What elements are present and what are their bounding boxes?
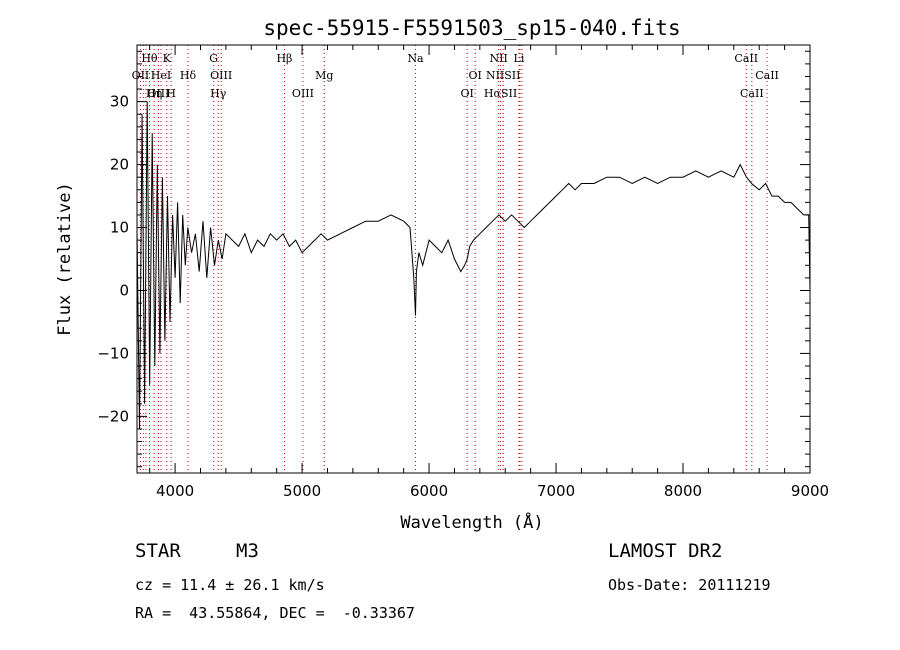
spectral-line-label: Hβ: [276, 52, 292, 65]
x-tick-label: 4000: [156, 482, 194, 500]
y-tick-label: −20: [97, 407, 129, 425]
spectral-line-label: Hγ: [210, 87, 227, 100]
x-axis-label: Wavelength (Å): [400, 511, 543, 533]
x-tick-label: 6000: [410, 482, 448, 500]
spectral-line-label: Hθ: [141, 52, 158, 65]
spectral-line-label: OI: [468, 69, 481, 82]
x-tick-label: 5000: [283, 482, 321, 500]
spectral-line-label: HeI: [151, 69, 171, 82]
spectral-line-label: Na: [407, 52, 424, 65]
object-class: STAR: [135, 540, 181, 562]
x-tick-label: 9000: [791, 482, 829, 500]
spectral-line-label: H: [166, 87, 176, 100]
spectrum-chart: spec-55915-F5591503_sp15-040.fits Hθ K G Hβ…: [55, 16, 829, 533]
obs-date-text: Obs-Date: 20111219: [608, 576, 771, 594]
spectral-line-label: Hη: [146, 87, 162, 100]
y-axis-ticks: −20 −10 0 10 20 30: [97, 50, 810, 468]
x-tick-label: 7000: [537, 482, 575, 500]
spectral-line-label: OIII: [292, 87, 314, 100]
spectrum-line: [136, 101, 811, 429]
y-tick-label: −10: [97, 344, 129, 362]
spectral-line-label: Li: [514, 52, 525, 65]
spectral-line-label: CaII: [755, 69, 779, 82]
y-axis-label: Flux (relative): [55, 182, 75, 336]
spectral-line-label: G: [209, 52, 218, 65]
spectral-line-label: Hδ: [180, 69, 197, 82]
spectral-line-label: OIII: [147, 87, 169, 100]
y-tick-label: 0: [119, 281, 129, 299]
redshift-text: cz = 11.4 ± 26.1 km/s: [135, 576, 325, 594]
spectral-line-label: OI: [460, 87, 473, 100]
object-subclass: M3: [236, 540, 259, 562]
spectral-line-label: OII: [132, 69, 150, 82]
spectral-line-label: K: [163, 52, 172, 65]
spectral-line-markers: [139, 45, 768, 473]
survey-name: LAMOST DR2: [608, 540, 723, 562]
x-tick-label: 8000: [664, 482, 702, 500]
plot-frame: [136, 44, 811, 474]
y-tick-label: 30: [110, 93, 129, 111]
spectral-line-label: CaII: [740, 87, 764, 100]
spectral-line-label: HαSII: [484, 87, 517, 100]
spectral-line-label: OIII: [210, 69, 232, 82]
y-tick-label: 10: [110, 219, 129, 237]
y-tick-label: 20: [110, 156, 129, 174]
coordinates-text: RA = 43.55864, DEC = -0.33367: [135, 604, 415, 622]
spectral-line-label: NIISII: [486, 69, 521, 82]
x-axis-ticks: 4000 5000 6000 7000 8000 9000: [149, 45, 829, 500]
spectral-line-label: Mg: [315, 69, 333, 82]
spectral-line-label: CaII: [734, 52, 758, 65]
spectral-line-label: NII: [489, 52, 507, 65]
chart-title: spec-55915-F5591503_sp15-040.fits: [263, 16, 680, 40]
